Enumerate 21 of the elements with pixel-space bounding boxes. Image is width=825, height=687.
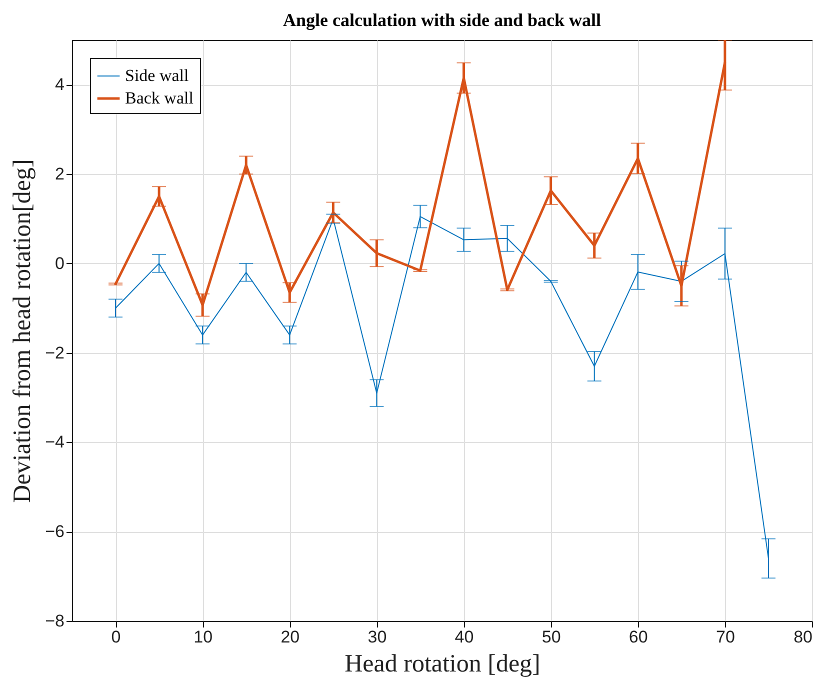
- y-tick-label: 4: [55, 75, 64, 94]
- y-tick-label: −8: [45, 612, 64, 630]
- x-tick-label: 40: [454, 628, 474, 646]
- y-tick-label: 2: [55, 164, 64, 184]
- x-tick-label: 30: [368, 628, 387, 646]
- legend-label: Side wall: [125, 66, 190, 85]
- y-tick-label: −4: [45, 432, 64, 452]
- x-tick-label: 70: [716, 628, 735, 646]
- x-tick-label: 50: [542, 628, 561, 646]
- x-tick-label: 0: [111, 628, 121, 646]
- x-tick-label: 80: [794, 628, 812, 646]
- y-tick-label: 0: [55, 254, 64, 273]
- x-tick-label: 10: [194, 628, 213, 646]
- y-tick-label: −2: [45, 343, 64, 362]
- chart-title: Angle calculation with side and back wall: [282, 10, 602, 30]
- y-tick-label: −6: [45, 522, 64, 542]
- x-tick-label: 20: [280, 628, 300, 646]
- x-axis-title: Head rotation [deg]: [344, 650, 540, 678]
- y-axis-title: Deviation from head rotation[deg]: [9, 159, 36, 503]
- legend-label: Back wall: [125, 88, 194, 108]
- x-tick-label: 60: [628, 628, 648, 646]
